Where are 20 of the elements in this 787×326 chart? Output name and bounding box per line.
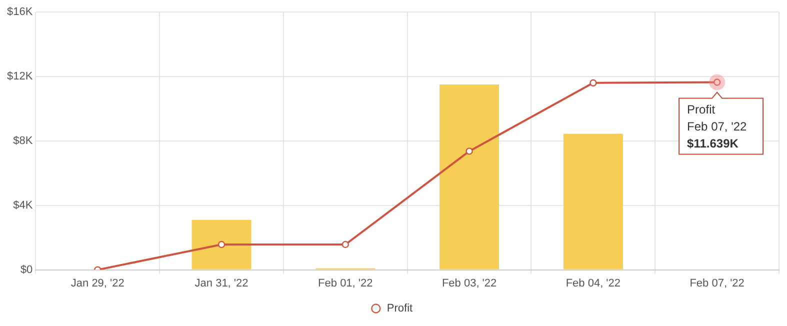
x-tick-label: Feb 01, '22 [318,277,373,290]
point [590,79,597,86]
point [466,148,473,155]
x-tick-label: Jan 31, '22 [194,277,248,290]
y-tick-label: $12K [6,70,34,82]
bar [192,220,252,270]
bar [440,84,500,270]
x-tick-label: Feb 04, '22 [566,277,621,290]
legend-label: Profit [386,302,413,315]
annotation: Profit Feb 07, '22 $11.639K [687,102,748,151]
y-tick-label: $16K [6,6,34,18]
y-tick-label: $0 [20,264,33,276]
bar [563,134,623,270]
point [218,240,226,248]
y-tick-label: $8K [13,134,34,147]
x-tick-label: Feb 07, '22 [690,277,744,290]
y-tick-label: $4K [13,199,34,212]
x-tick-label: Feb 03, '22 [442,277,497,290]
point [342,240,350,248]
x-tick-label: Jan 29, '22 [70,277,124,290]
